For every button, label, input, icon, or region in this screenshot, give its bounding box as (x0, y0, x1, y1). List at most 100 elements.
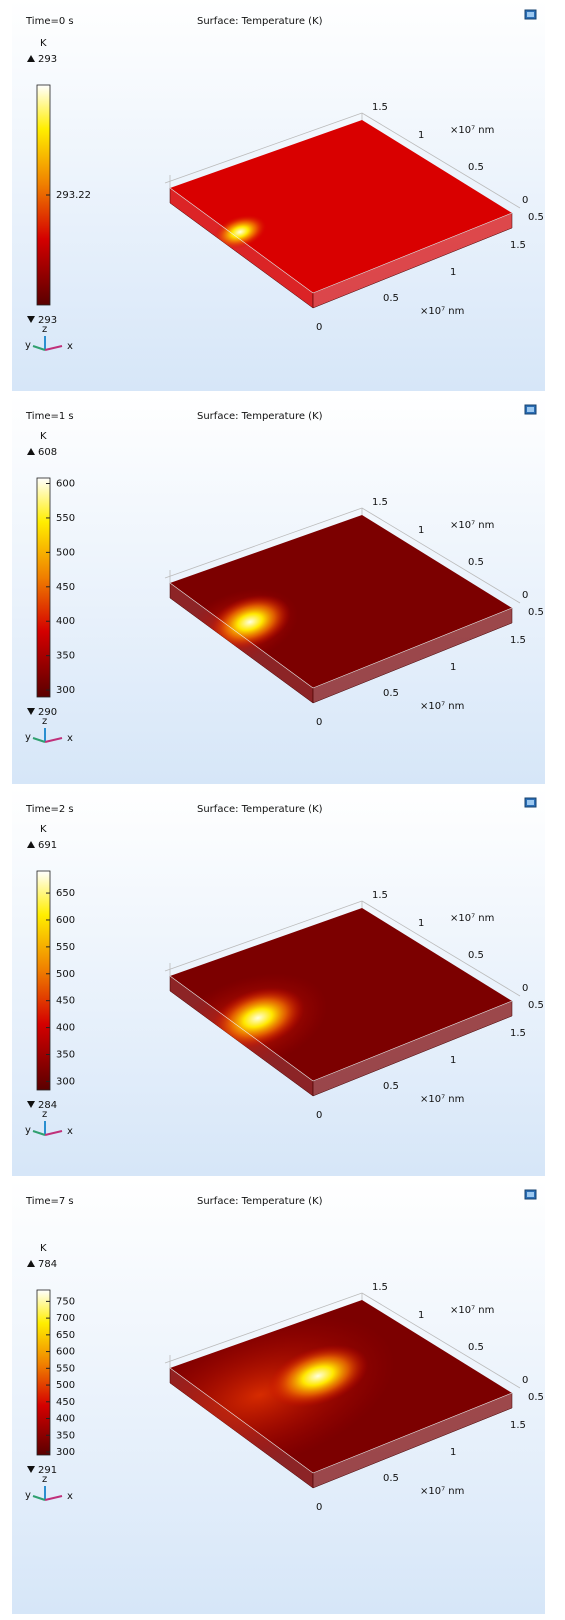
axis-tick-label: 1 (450, 267, 456, 278)
axis-tick-label: 0 (316, 1110, 322, 1121)
axis-unit: ×10⁷ nm (420, 701, 464, 712)
colorbar-tick-label: 300 (56, 1076, 75, 1087)
unit-label: K (40, 824, 47, 835)
axis-tick-label: 1 (450, 662, 456, 673)
axis-tick-label: 0.5 (468, 557, 484, 568)
export-icon[interactable] (525, 10, 536, 19)
triad-x-label: x (67, 341, 73, 352)
colorbar-tick-label: 400 (56, 1414, 75, 1425)
export-icon[interactable] (525, 798, 536, 807)
axis-tick-label: 1 (450, 1447, 456, 1458)
colorbar-tick-label: 650 (56, 888, 75, 899)
plot-panel: Time=2 sSurface: Temperature (K)K6912846… (12, 788, 545, 1176)
axis-tick-label: 0.5 (383, 1473, 399, 1484)
triad-y-label: y (25, 1125, 31, 1136)
axis-unit: ×10⁷ nm (450, 913, 494, 924)
axis-tick-label: 1 (418, 1310, 424, 1321)
icon-inner (527, 12, 534, 17)
colorbar-tick-label: 450 (56, 996, 75, 1007)
colorbar-tick-label: 750 (56, 1296, 75, 1307)
colorbar (37, 871, 50, 1090)
time-label: Time=1 s (25, 411, 74, 422)
axis-tick-label: 1.5 (510, 1420, 526, 1431)
min-label: 293 (38, 315, 57, 326)
plot-title: Surface: Temperature (K) (197, 411, 323, 422)
axis-tick-label: 0.5 (468, 950, 484, 961)
colorbar-tick-label: 550 (56, 1363, 75, 1374)
colorbar-tick-label: 450 (56, 1397, 75, 1408)
min-label: 284 (38, 1100, 57, 1111)
colorbar-tick-label: 350 (56, 1430, 75, 1441)
colorbar-tick-label: 500 (56, 547, 75, 558)
axis-tick-label: 1.5 (372, 1282, 388, 1293)
triad-x-label: x (67, 733, 73, 744)
colorbar-tick-label: 350 (56, 651, 75, 662)
time-label: Time=0 s (25, 16, 74, 27)
axis-tick-label: 1.5 (372, 890, 388, 901)
triad-z-label: z (42, 716, 47, 727)
triad-x-label: x (67, 1126, 73, 1137)
min-label: 290 (38, 707, 57, 718)
axis-tick-label: 1 (418, 525, 424, 536)
colorbar-tick-label: 300 (56, 1447, 75, 1458)
axis-tick-label: 1.5 (510, 635, 526, 646)
axis-tick-label: 0.5 (528, 212, 544, 223)
plot-title: Surface: Temperature (K) (197, 16, 323, 27)
axis-tick-label: 0 (522, 1375, 528, 1386)
triad-z-label: z (42, 1474, 47, 1485)
icon-inner (527, 407, 534, 412)
colorbar-tick-label: 600 (56, 479, 75, 490)
colorbar-tick-label: 550 (56, 513, 75, 524)
export-icon[interactable] (525, 405, 536, 414)
axis-tick-label: 0.5 (528, 1392, 544, 1403)
axis-tick-label: 0 (316, 322, 322, 333)
axis-tick-label: 0.5 (528, 1000, 544, 1011)
axis-unit: ×10⁷ nm (450, 520, 494, 531)
unit-label: K (40, 1243, 47, 1254)
colorbar-tick-label: 550 (56, 942, 75, 953)
axis-tick-label: 0 (316, 717, 322, 728)
axis-tick-label: 0 (522, 195, 528, 206)
axis-tick-label: 0.5 (528, 607, 544, 618)
colorbar-tick-label: 293.22 (56, 190, 91, 201)
colorbar-tick-label: 350 (56, 1049, 75, 1060)
colorbar-tick-label: 600 (56, 915, 75, 926)
axis-tick-label: 1 (450, 1055, 456, 1066)
axis-tick-label: 0.5 (468, 162, 484, 173)
triad-y-label: y (25, 1490, 31, 1501)
axis-tick-label: 1 (418, 130, 424, 141)
unit-label: K (40, 431, 47, 442)
axis-tick-label: 0 (522, 590, 528, 601)
plot-title: Surface: Temperature (K) (197, 1196, 323, 1207)
min-label: 291 (38, 1465, 57, 1476)
icon-inner (527, 1192, 534, 1197)
axis-tick-label: 1.5 (372, 497, 388, 508)
colorbar-tick-label: 500 (56, 1380, 75, 1391)
colorbar-tick-label: 300 (56, 685, 75, 696)
axis-tick-label: 0.5 (383, 1081, 399, 1092)
time-label: Time=2 s (25, 804, 74, 815)
page: {"axes": {"back_ticks": ["1.5", "1", "0.… (0, 0, 565, 1616)
colorbar-tick-label: 500 (56, 969, 75, 980)
axis-unit: ×10⁷ nm (450, 1305, 494, 1316)
colorbar-tick-label: 400 (56, 1023, 75, 1034)
axis-tick-label: 0 (316, 1502, 322, 1513)
time-label: Time=7 s (25, 1196, 74, 1207)
colorbar-tick-label: 600 (56, 1347, 75, 1358)
axis-tick-label: 1.5 (510, 240, 526, 251)
triad-z-label: z (42, 1109, 47, 1120)
export-icon[interactable] (525, 1190, 536, 1199)
max-label: 293 (38, 54, 57, 65)
colorbar (37, 1290, 50, 1455)
plot-title: Surface: Temperature (K) (197, 804, 323, 815)
axis-unit: ×10⁷ nm (420, 306, 464, 317)
triad-x-label: x (67, 1491, 73, 1502)
axis-unit: ×10⁷ nm (420, 1094, 464, 1105)
axis-unit: ×10⁷ nm (420, 1486, 464, 1497)
colorbar (37, 478, 50, 697)
axis-unit: ×10⁷ nm (450, 125, 494, 136)
colorbar-tick-label: 450 (56, 582, 75, 593)
plot-panel: Time=0 sSurface: Temperature (K)K2932932… (12, 0, 545, 391)
